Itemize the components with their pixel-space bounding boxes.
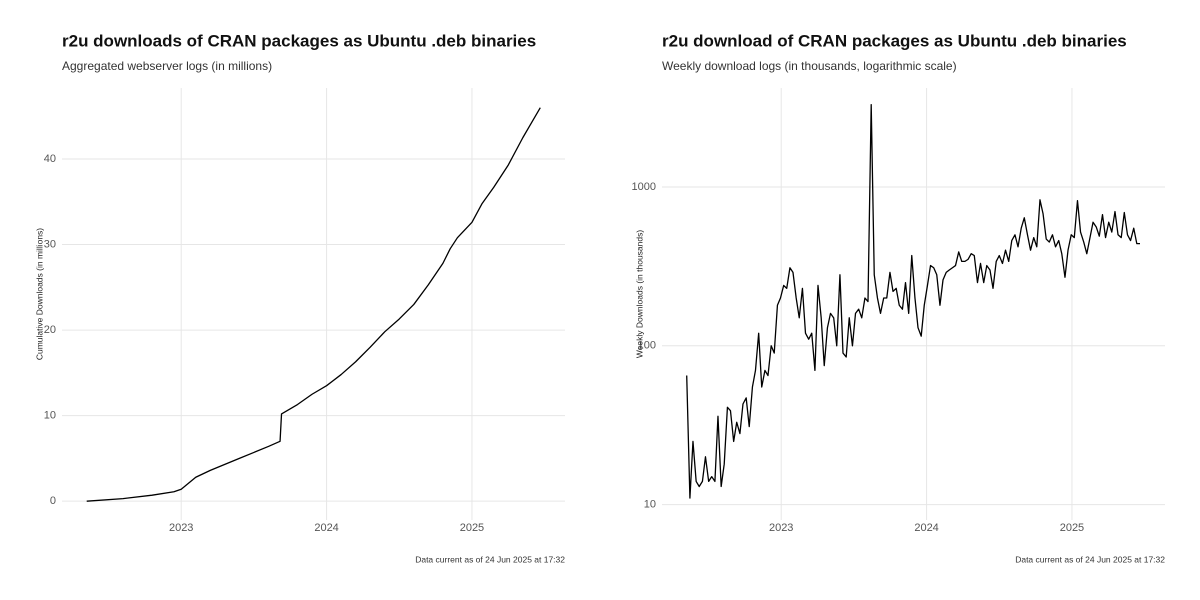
chart-title: r2u downloads of CRAN packages as Ubuntu… bbox=[62, 31, 536, 50]
y-tick-label: 40 bbox=[44, 153, 56, 165]
data-line bbox=[86, 107, 541, 502]
y-axis-label: Cumulative Downloads (in millions) bbox=[34, 228, 44, 360]
x-tick-label: 2023 bbox=[169, 522, 193, 534]
y-tick-label: 10 bbox=[644, 499, 656, 511]
y-tick-label: 20 bbox=[44, 324, 56, 336]
x-tick-label: 2023 bbox=[769, 522, 793, 534]
y-tick-label: 10 bbox=[44, 410, 56, 422]
caption: Data current as of 24 Jun 2025 at 17:32 bbox=[1015, 554, 1165, 564]
data-line bbox=[686, 103, 1140, 499]
y-tick-label: 0 bbox=[50, 495, 56, 507]
chart-subtitle: Aggregated webserver logs (in millions) bbox=[62, 59, 272, 73]
x-tick-label: 2024 bbox=[914, 522, 938, 534]
chart-subtitle: Weekly download logs (in thousands, loga… bbox=[662, 59, 957, 73]
chart-title: r2u download of CRAN packages as Ubuntu … bbox=[662, 31, 1127, 50]
y-tick-label: 100 bbox=[638, 340, 656, 352]
y-tick-label: 1000 bbox=[632, 181, 656, 193]
y-axis-label: Weekly Downloads (in thousands) bbox=[634, 230, 644, 359]
x-tick-label: 2025 bbox=[1060, 522, 1084, 534]
caption: Data current as of 24 Jun 2025 at 17:32 bbox=[415, 554, 565, 564]
x-tick-label: 2024 bbox=[314, 522, 338, 534]
y-tick-label: 30 bbox=[44, 238, 56, 250]
x-tick-label: 2025 bbox=[460, 522, 484, 534]
